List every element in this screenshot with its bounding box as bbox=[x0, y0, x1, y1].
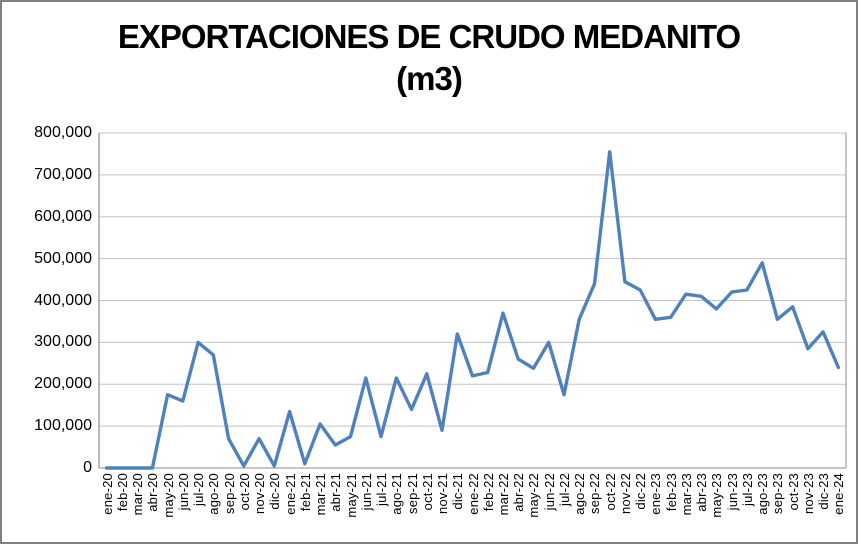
x-tick-label: sep-23 bbox=[770, 473, 786, 514]
x-tick-label: jun-23 bbox=[724, 473, 740, 511]
x-tick-label: sep-21 bbox=[404, 473, 420, 514]
chart-title-line1: EXPORTACIONES DE CRUDO MEDANITO bbox=[117, 18, 741, 55]
x-tick-label: may-20 bbox=[160, 473, 176, 518]
x-tick-label: jun-21 bbox=[358, 473, 374, 511]
x-tick-label: mar-20 bbox=[130, 473, 146, 516]
y-tick-label: 500,000 bbox=[34, 249, 92, 267]
y-tick-label: 600,000 bbox=[34, 207, 92, 225]
x-tick-label: oct-21 bbox=[419, 473, 435, 511]
chart-title-line2: (m3) bbox=[396, 60, 463, 97]
x-tick-label: ago-22 bbox=[572, 473, 588, 515]
y-tick-label: 400,000 bbox=[34, 291, 92, 309]
x-tick-label: dic-22 bbox=[633, 473, 649, 510]
y-tick-label: 700,000 bbox=[34, 165, 92, 183]
x-tick-label: may-23 bbox=[709, 473, 725, 518]
x-tick-label: nov-22 bbox=[617, 473, 633, 514]
x-tick-label: mar-23 bbox=[678, 473, 694, 516]
x-tick-label: mar-22 bbox=[495, 473, 511, 516]
x-tick-label: may-22 bbox=[526, 473, 542, 518]
x-tick-label: ene-22 bbox=[465, 473, 481, 515]
x-tick-label: abr-20 bbox=[145, 473, 161, 512]
x-tick-label: may-21 bbox=[343, 473, 359, 518]
x-tick-label: nov-20 bbox=[252, 473, 268, 514]
x-tick-label: ago-23 bbox=[755, 473, 771, 515]
x-tick-label: ene-23 bbox=[648, 473, 664, 515]
y-tick-label: 200,000 bbox=[34, 375, 92, 393]
x-tick-label: ago-20 bbox=[206, 473, 222, 515]
x-tick-label: oct-23 bbox=[785, 473, 801, 511]
x-tick-label: abr-23 bbox=[694, 473, 710, 512]
y-tick-label: 800,000 bbox=[34, 124, 92, 141]
x-tick-label: dic-23 bbox=[816, 473, 832, 510]
x-tick-label: mar-21 bbox=[313, 473, 329, 516]
x-tick-label: jul-22 bbox=[556, 473, 572, 506]
x-tick-label: dic-21 bbox=[450, 473, 466, 510]
y-tick-label: 300,000 bbox=[34, 333, 92, 351]
x-tick-label: feb-20 bbox=[114, 473, 130, 512]
x-tick-label: jul-23 bbox=[739, 473, 755, 506]
chart-title: EXPORTACIONES DE CRUDO MEDANITO (m3) bbox=[2, 16, 856, 100]
x-tick-label: nov-23 bbox=[800, 473, 816, 514]
data-line-medanito bbox=[104, 150, 841, 470]
x-tick-label: dic-20 bbox=[267, 473, 283, 510]
x-tick-label: oct-22 bbox=[602, 473, 618, 511]
x-tick-label: oct-20 bbox=[236, 473, 252, 511]
x-tick-label: sep-20 bbox=[221, 473, 237, 514]
x-tick-label: ene-24 bbox=[831, 473, 847, 515]
x-tick-label: abr-22 bbox=[511, 473, 527, 512]
x-tick-label: abr-21 bbox=[328, 473, 344, 512]
y-tick-label: 0 bbox=[83, 459, 92, 476]
x-tick-label: feb-22 bbox=[480, 473, 496, 512]
y-tick-label: 100,000 bbox=[34, 417, 92, 435]
x-tick-label: feb-23 bbox=[663, 473, 679, 512]
x-tick-label: jun-20 bbox=[175, 473, 191, 511]
x-tick-label: jul-20 bbox=[191, 473, 207, 506]
x-tick-label: feb-21 bbox=[297, 473, 313, 512]
x-tick-label: ago-21 bbox=[389, 473, 405, 515]
x-tick-label: jun-22 bbox=[541, 473, 557, 511]
x-tick-label: ene-21 bbox=[282, 473, 298, 515]
x-tick-label: jul-21 bbox=[374, 473, 390, 506]
x-tick-label: sep-22 bbox=[587, 473, 603, 514]
x-tick-label: nov-21 bbox=[435, 473, 450, 514]
x-tick-label: ene-20 bbox=[99, 473, 115, 515]
